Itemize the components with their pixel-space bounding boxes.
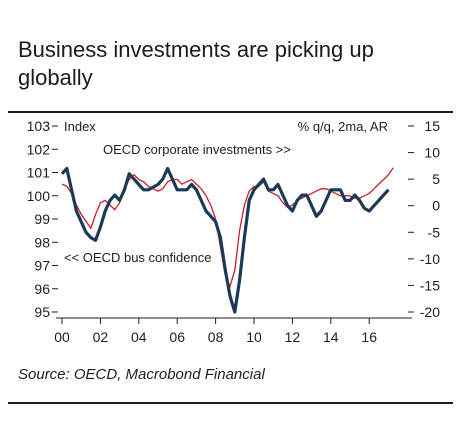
left-tick-label: 96	[34, 281, 50, 297]
top-rule	[8, 111, 453, 113]
series-line-corporate-investments	[60, 166, 390, 314]
left-axis-label: Index	[64, 119, 96, 134]
x-tick-label: 10	[246, 329, 262, 345]
left-tick-label: 98	[34, 234, 50, 250]
bottom-rule	[8, 402, 453, 404]
series-line-bus-confidence	[61, 167, 394, 289]
right-tick-label: 0	[432, 198, 440, 214]
x-tick-label: 02	[93, 329, 109, 345]
series-label-corporate-investments: OECD corporate investments >>	[103, 142, 291, 157]
right-tick-label: 15	[424, 118, 440, 134]
left-tick-label: 97	[34, 258, 50, 274]
x-tick-label: 14	[323, 329, 339, 345]
right-tick-label: 10	[424, 145, 440, 161]
left-tick-label: 95	[34, 304, 50, 320]
series-label-bus-confidence: << OECD bus confidence	[64, 250, 211, 265]
left-tick-label: 100	[27, 188, 51, 204]
left-tick-label: 102	[27, 141, 51, 157]
x-tick-label: 12	[285, 329, 301, 345]
right-tick-label: -15	[420, 277, 440, 293]
x-tick-label: 06	[169, 329, 185, 345]
right-tick-label: -10	[420, 251, 440, 267]
x-tick-label: 04	[131, 329, 147, 345]
left-tick-label: 103	[27, 118, 51, 134]
left-tick-label: 101	[27, 165, 51, 181]
right-axis-label: % q/q, 2ma, AR	[298, 119, 388, 134]
left-axis: 95 96 97 98 99 100 101 102 103	[27, 118, 58, 320]
right-tick-label: 5	[432, 171, 440, 187]
x-axis: 00 02 04 06 08 10 12 14 16	[54, 317, 412, 345]
x-tick-label: 00	[54, 329, 70, 345]
x-tick-label: 16	[361, 329, 377, 345]
right-axis: -20 -15 -10 -5 0 5 10 15	[408, 118, 440, 320]
source-note: Source: OECD, Macrobond Financial	[18, 366, 265, 383]
chart-title: Business investments are picking up glob…	[18, 37, 374, 90]
right-tick-label: -5	[428, 224, 441, 240]
left-tick-label: 99	[34, 211, 50, 227]
x-tick-label: 08	[208, 329, 224, 345]
right-tick-label: -20	[420, 304, 440, 320]
